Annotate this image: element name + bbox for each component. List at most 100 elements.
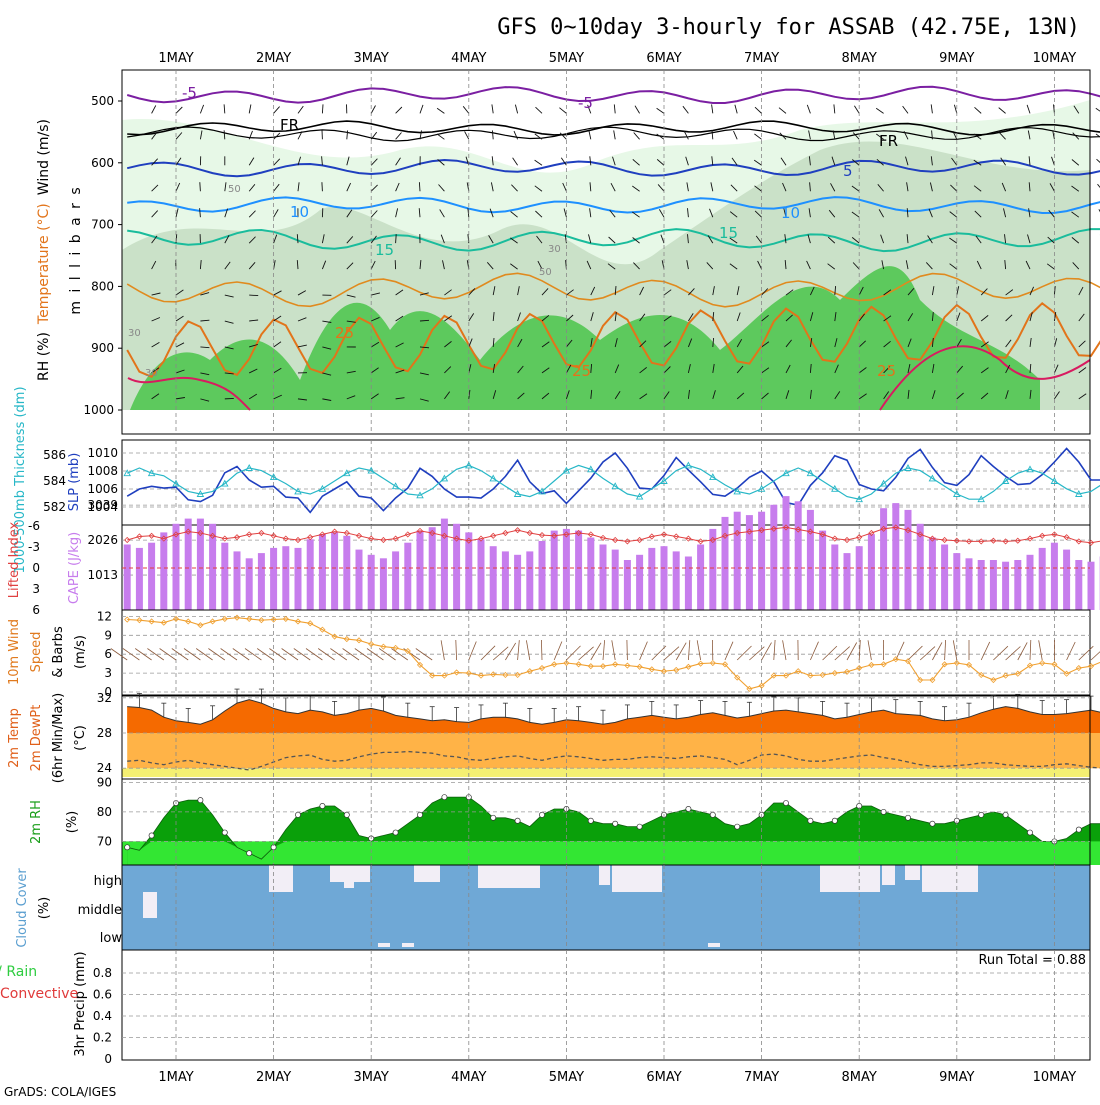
rh-marker [125, 845, 130, 850]
top-day-label: 10MAY [1033, 51, 1077, 66]
wind10m-barb [737, 646, 751, 660]
high-cloud-gap [269, 865, 293, 892]
cape-bar [1051, 543, 1058, 610]
top-day-label: 6MAY [646, 51, 681, 66]
wind10m-barb [823, 646, 837, 660]
wind-tick: 12 [97, 609, 112, 623]
wind10m-barb [1018, 642, 1027, 660]
thickness-tick: 584 [43, 474, 66, 488]
precip-legend-total: Total / Rain [0, 964, 37, 980]
bottom-day-label: 10MAY [1033, 1070, 1077, 1085]
temp-ylabel: 2m DewPt [29, 705, 44, 772]
high-cloud-gap [414, 865, 440, 882]
cape-bar [819, 531, 826, 610]
rh-marker [491, 815, 496, 820]
cape-bar [441, 519, 448, 610]
wind10m-barb [664, 647, 679, 660]
cape-bar [234, 551, 241, 610]
rh-marker [808, 818, 813, 823]
high-cloud-gap [820, 865, 880, 892]
rh-marker [149, 833, 154, 838]
wind-barb [322, 182, 323, 191]
high-cloud-gap [478, 865, 540, 888]
wind10m-barb [505, 643, 515, 660]
wind10m-barb [441, 640, 444, 660]
cape-bar [807, 510, 814, 610]
contour-label: 10 [290, 203, 309, 221]
cape-bar [905, 510, 912, 610]
cape-bar [685, 557, 692, 611]
contour-label: 25 [877, 362, 896, 380]
cape-bar [990, 560, 997, 610]
bottom-day-label: 3MAY [354, 1070, 389, 1085]
run-total-label: Run Total = 0.88 [978, 953, 1086, 968]
cape-bar [1088, 562, 1095, 610]
rh-marker [637, 824, 642, 829]
cape-bar [417, 531, 424, 610]
cape-bar [1027, 555, 1034, 610]
wind10m-barb [697, 640, 700, 660]
wind10m-barb [953, 640, 957, 660]
pressure-tick: 1000 [83, 403, 114, 417]
cape-bar [978, 560, 985, 610]
cape-bar [587, 538, 594, 611]
rh-marker [735, 824, 740, 829]
wind10m-barb [554, 642, 562, 661]
cape-bar [1014, 560, 1021, 610]
cape-tick: 2026 [87, 533, 118, 547]
cape-bar [221, 543, 228, 610]
li-tick: 3 [32, 582, 40, 596]
bottom-day-label: 5MAY [549, 1070, 584, 1085]
cape-bar [1039, 548, 1046, 610]
rh-tick: 70 [97, 834, 112, 848]
high-cloud-gap [882, 865, 895, 885]
cape-bar [563, 529, 570, 610]
wind10m-barb [481, 646, 495, 660]
rh-marker [515, 818, 520, 823]
cape-bar [258, 553, 265, 610]
cape-bar [246, 558, 253, 610]
wind-speed-line [127, 618, 1100, 689]
cape-bar [758, 512, 765, 610]
cape-bar [465, 532, 472, 610]
slp-ylabel: SLP (mb) [67, 453, 82, 512]
rh-marker [198, 798, 203, 803]
cape-bar [392, 551, 399, 610]
cape-bar [539, 541, 546, 610]
wind10m-barb [147, 649, 163, 661]
rh-marker [710, 812, 715, 817]
rh-marker [905, 815, 910, 820]
wind10m-barb [896, 642, 904, 660]
li-tick: -6 [28, 519, 40, 533]
rh-marker [783, 800, 788, 805]
top-day-label: 1MAY [158, 51, 193, 66]
rh-marker [832, 818, 837, 823]
rh-marker [393, 830, 398, 835]
precip-tick: 0.8 [93, 966, 112, 980]
wind10m-barb [603, 640, 605, 660]
middle-cloud-gap [143, 892, 157, 918]
temp-fill [127, 699, 1100, 733]
wind-units: (m/s) [73, 635, 88, 669]
cloud-level-label: low [100, 931, 123, 946]
wind10m-barb [612, 640, 615, 660]
wind10m-barb [1091, 647, 1100, 661]
contour-label: 15 [719, 224, 738, 242]
top-day-label: 4MAY [451, 51, 486, 66]
rh-marker [930, 821, 935, 826]
bottom-day-label: 2MAY [256, 1070, 291, 1085]
cape-bar [368, 555, 375, 610]
cloud-ylabel: Cloud Cover [15, 868, 30, 948]
wind10m-barb [1030, 640, 1031, 660]
wind10m-barb [493, 647, 508, 660]
li-tick: 6 [32, 603, 40, 617]
cape-bar [502, 551, 509, 610]
bottom-day-label: 7MAY [744, 1070, 779, 1085]
low-cloud-gap [378, 943, 390, 947]
temp-ylabel: (6hr Min/Max) [51, 693, 66, 783]
wind10m-barb [835, 647, 850, 660]
